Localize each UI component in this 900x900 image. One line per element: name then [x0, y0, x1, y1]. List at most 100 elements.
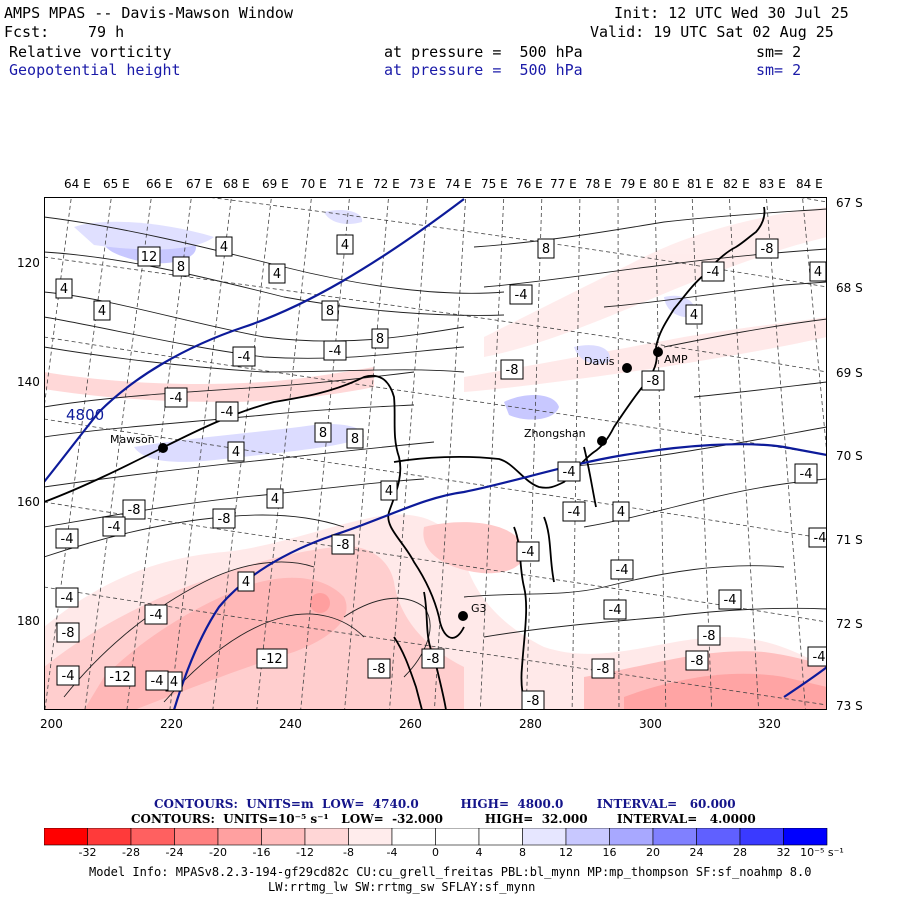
contour-label-box [591, 658, 615, 679]
contour-label-box [55, 587, 79, 608]
contour-label: 4 [814, 265, 822, 280]
contour-label: -4 [568, 505, 581, 520]
contour-label-box [537, 238, 555, 259]
contour-label-box [145, 670, 169, 691]
vorticity-map: 12 8 4 4 8 4 4 4 8 -4 -4 4 8 -4 -8 -8 -8 -4 -4 8 4 8 -8 -4 4 -8 -4… [44, 197, 827, 710]
station-amp-label: AMP [664, 353, 688, 366]
contour-label: -4 [813, 650, 826, 665]
longitude-label: 81 E [687, 177, 714, 191]
contour-label: 8 [351, 432, 359, 447]
station-amp-marker [653, 347, 663, 357]
contour-label-box [516, 541, 540, 562]
y-tick-label: 140 [17, 375, 40, 389]
longitude-label: 78 E [585, 177, 612, 191]
contour-label: -4 [61, 591, 74, 606]
latitude-label: 70 S [836, 449, 863, 463]
contour-label: -4 [814, 531, 827, 546]
colorbar-label: 12 [559, 846, 573, 859]
contour-label: -8 [337, 538, 350, 553]
y-tick-label: 160 [17, 495, 40, 509]
colorbar-cell [609, 828, 654, 846]
colorbar-label: 16 [602, 846, 617, 859]
contour-label-box [56, 665, 80, 686]
contour-label: -4 [62, 669, 75, 684]
y-tick-label: 120 [17, 256, 40, 270]
longitude-label: 70 E [300, 177, 327, 191]
contour-label: -8 [527, 694, 540, 709]
colorbar-cell [304, 828, 349, 846]
contour-label-box [808, 527, 827, 548]
colorbar-cell [739, 828, 784, 846]
longitude-label: 64 E [64, 177, 91, 191]
contour-label-box [137, 246, 161, 267]
negative-vorticity-shading [44, 207, 827, 710]
contour-label: -4 [800, 467, 813, 482]
contour-label-box [603, 599, 627, 620]
colorbar-label: -24 [165, 846, 184, 859]
valid-time: Valid: 19 UTC Sat 02 Aug 25 [590, 23, 834, 41]
contour-label: -8 [761, 242, 774, 257]
contour-label: 4 [690, 308, 698, 323]
contour-label: 4 [232, 445, 240, 460]
colorbar-cell [391, 828, 436, 846]
vorticity-contour-info: CONTOURS: UNITS=10⁻⁵ s⁻¹ LOW= -32.000 HI… [131, 812, 756, 826]
station-g3-label: G3 [471, 602, 487, 615]
contour-label-box [685, 304, 703, 325]
latitude-label: 72 S [836, 617, 863, 631]
contour-label-box [212, 508, 236, 529]
x-tick-label: 300 [639, 717, 662, 731]
contour-label-box [55, 278, 73, 299]
colorbar-cell [174, 828, 219, 846]
contour-label: 8 [319, 426, 327, 441]
contour-label-box [232, 346, 256, 367]
contour-label-box [227, 441, 245, 462]
contour-label-box [172, 256, 190, 277]
colorbar-cell [522, 828, 567, 846]
contour-label: -8 [703, 629, 716, 644]
colorbar-unit: 10⁻⁵ s⁻¹ [800, 846, 844, 859]
contour-label-box [256, 648, 288, 669]
station-davis-label: Davis [584, 355, 615, 368]
contour-label: -8 [427, 652, 440, 667]
contour-label-box [380, 480, 398, 501]
contour-label: 12 [141, 250, 158, 265]
contour-label: 8 [376, 332, 384, 347]
x-tick-label: 240 [279, 717, 302, 731]
station-g3-marker [458, 611, 468, 621]
contour-label-box [610, 559, 634, 580]
contour-label-box [122, 499, 146, 520]
contour-label-box [562, 501, 586, 522]
contour-label: -8 [691, 654, 704, 669]
contour-label: -8 [506, 363, 519, 378]
contour-label-box [641, 370, 665, 391]
contour-label-box [755, 238, 779, 259]
x-tick-label: 220 [160, 717, 183, 731]
contour-label-box [794, 463, 818, 484]
x-tick-label: 260 [399, 717, 422, 731]
x-tick-label: 200 [40, 717, 63, 731]
contour-label: -4 [108, 520, 121, 535]
contour-label: -8 [218, 512, 231, 527]
colorbar-label: 4 [475, 846, 483, 859]
longitude-label: 73 E [409, 177, 436, 191]
colorbar-cell [783, 828, 828, 846]
colorbar-cell [696, 828, 741, 846]
colorbar-cell [217, 828, 262, 846]
longitude-label: 77 E [550, 177, 577, 191]
colorbar-cell [348, 828, 393, 846]
contour-label: -4 [151, 674, 164, 689]
station-zhongshan-label: Zhongshan [524, 427, 586, 440]
contour-label: -4 [329, 344, 342, 359]
station-mawson-label: Mawson [110, 433, 155, 446]
field1-smoothing: sm= 2 [756, 43, 802, 61]
contour-label-box [268, 263, 286, 284]
colorbar-label: -12 [296, 846, 314, 859]
contour-label-box [56, 622, 80, 643]
contour-label: -12 [109, 670, 130, 685]
contour-label-box [718, 589, 742, 610]
contour-label: 4 [341, 238, 349, 253]
station-markers: Mawson Zhongshan Davis AMP G3 [110, 347, 688, 621]
field2-level: at pressure = 500 hPa [384, 61, 583, 79]
contour-label-box [336, 234, 354, 255]
contour-label-box [215, 401, 239, 422]
